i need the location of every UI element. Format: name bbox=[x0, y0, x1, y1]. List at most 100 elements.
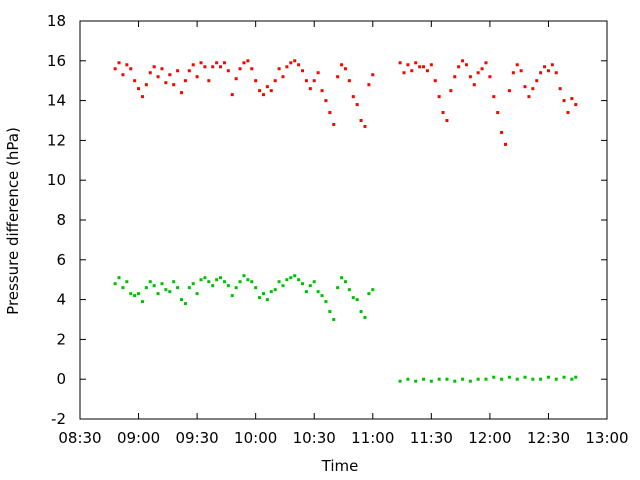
data-point bbox=[453, 75, 457, 79]
data-point bbox=[261, 292, 265, 296]
data-point bbox=[230, 93, 234, 97]
data-point bbox=[535, 79, 539, 83]
data-point bbox=[406, 377, 410, 381]
data-point bbox=[304, 290, 308, 294]
data-point bbox=[507, 375, 511, 379]
data-point bbox=[164, 81, 168, 85]
data-point bbox=[168, 73, 172, 77]
data-point bbox=[242, 274, 246, 278]
data-point bbox=[297, 63, 301, 67]
data-point bbox=[301, 282, 305, 286]
data-point bbox=[488, 75, 492, 79]
y-tick-label: 10 bbox=[47, 171, 66, 189]
data-point bbox=[308, 87, 312, 91]
data-point bbox=[402, 71, 406, 75]
data-point bbox=[199, 61, 203, 65]
data-point bbox=[238, 67, 242, 71]
data-point bbox=[308, 284, 312, 288]
data-point bbox=[414, 379, 418, 383]
x-tick-label: 08:30 bbox=[58, 429, 101, 447]
data-point bbox=[527, 95, 531, 99]
data-point bbox=[531, 377, 535, 381]
data-point bbox=[492, 375, 496, 379]
y-tick-label: 18 bbox=[47, 12, 66, 30]
data-point bbox=[480, 67, 484, 71]
data-point bbox=[273, 288, 277, 292]
data-point bbox=[468, 75, 472, 79]
data-point bbox=[215, 278, 219, 282]
data-point bbox=[156, 75, 160, 79]
data-point bbox=[398, 61, 402, 65]
data-point bbox=[265, 298, 269, 302]
data-point bbox=[546, 69, 550, 73]
data-point bbox=[277, 280, 281, 284]
data-point bbox=[187, 69, 191, 73]
data-point bbox=[238, 280, 242, 284]
x-tick-label: 10:30 bbox=[293, 429, 336, 447]
data-point bbox=[195, 75, 199, 79]
data-point bbox=[246, 278, 250, 282]
data-point bbox=[449, 89, 453, 93]
data-point bbox=[277, 67, 281, 71]
data-point bbox=[570, 97, 574, 101]
data-point bbox=[422, 377, 426, 381]
y-axis-title: Pressure difference (hPa) bbox=[4, 127, 22, 315]
data-point bbox=[234, 286, 238, 290]
data-point bbox=[484, 61, 488, 65]
data-point bbox=[461, 377, 465, 381]
data-point bbox=[148, 71, 152, 75]
data-point bbox=[515, 377, 519, 381]
data-point bbox=[371, 73, 375, 77]
data-point bbox=[164, 288, 168, 292]
data-point bbox=[261, 93, 265, 97]
data-point bbox=[148, 280, 152, 284]
series-0-points bbox=[113, 59, 578, 146]
data-point bbox=[550, 63, 554, 67]
data-point bbox=[211, 65, 215, 69]
data-point bbox=[195, 292, 199, 296]
data-point bbox=[187, 286, 191, 290]
data-point bbox=[113, 282, 117, 286]
data-point bbox=[113, 67, 117, 71]
data-point bbox=[328, 310, 332, 314]
data-point bbox=[203, 276, 207, 280]
data-point bbox=[140, 95, 144, 99]
data-point bbox=[418, 65, 422, 69]
data-point bbox=[129, 292, 133, 296]
data-point bbox=[285, 278, 289, 282]
x-tick-label: 11:00 bbox=[351, 429, 394, 447]
data-point bbox=[367, 83, 371, 87]
y-tick-label: 12 bbox=[47, 131, 66, 149]
data-point bbox=[351, 296, 355, 300]
data-point bbox=[328, 111, 332, 115]
data-point bbox=[222, 61, 226, 65]
data-point bbox=[179, 298, 183, 302]
data-point bbox=[324, 300, 328, 304]
data-point bbox=[121, 286, 125, 290]
data-point bbox=[269, 290, 273, 294]
data-point bbox=[429, 379, 433, 383]
axis-ticks: 08:30 09:00 09:30 10:00 10:30 11:00 11:30 12:00… bbox=[47, 12, 629, 447]
data-point bbox=[429, 63, 433, 67]
data-point bbox=[133, 79, 137, 83]
data-point bbox=[531, 87, 535, 91]
data-point bbox=[574, 375, 578, 379]
data-point bbox=[226, 284, 230, 288]
data-point bbox=[574, 103, 578, 107]
x-tick-label: 11:30 bbox=[410, 429, 453, 447]
data-point bbox=[539, 377, 543, 381]
y-tick-label: 16 bbox=[47, 52, 66, 70]
y-tick-label: 4 bbox=[56, 291, 66, 309]
data-point bbox=[340, 276, 344, 280]
data-point bbox=[355, 103, 359, 107]
data-point bbox=[172, 83, 176, 87]
data-point bbox=[176, 286, 180, 290]
data-point bbox=[445, 119, 449, 122]
data-point bbox=[476, 71, 480, 75]
data-point bbox=[355, 298, 359, 302]
data-point bbox=[437, 377, 441, 381]
data-point bbox=[219, 276, 223, 280]
data-point bbox=[492, 95, 496, 99]
data-point bbox=[566, 111, 570, 115]
x-tick-label: 13:00 bbox=[585, 429, 628, 447]
